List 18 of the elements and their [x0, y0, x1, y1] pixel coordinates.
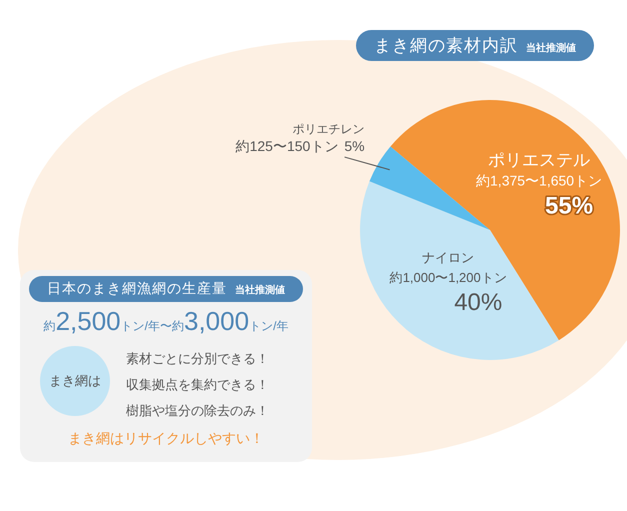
text: 約1,000〜1,200トン: [390, 270, 507, 285]
text: まき網はリサイクルしやすい！: [67, 430, 265, 448]
slice-label: ポリエステル: [488, 150, 590, 170]
data-label: 5%: [344, 138, 365, 154]
slice-label: ナイロン: [422, 250, 474, 265]
text: 樹脂や塩分の除去のみ！: [126, 402, 269, 420]
chart-subtitle: 当社推測値: [526, 42, 576, 55]
data-label: 40%: [454, 288, 502, 316]
text: まき網は: [40, 346, 110, 416]
text: 素材ごとに分別できる！: [126, 350, 269, 368]
text: 収集拠点を集約できる！: [126, 376, 269, 394]
chart-title: まき網の素材内訳: [374, 35, 518, 57]
text: 日本のまき網漁網の生産量: [47, 280, 227, 298]
text: 当社推測値: [235, 284, 285, 297]
slice-label: ポリエチレン: [292, 122, 365, 136]
data-label: 55%: [545, 192, 594, 220]
text: 約1,375〜1,650トン: [476, 172, 602, 188]
text: 約125〜150トン: [236, 138, 338, 154]
